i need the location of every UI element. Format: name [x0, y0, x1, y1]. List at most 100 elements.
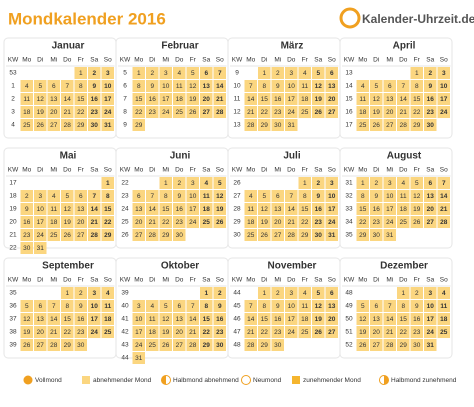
- day-number: 15: [400, 316, 408, 323]
- day-cell: [74, 80, 87, 92]
- day-cell: [397, 203, 410, 215]
- day-cell: [213, 326, 226, 338]
- day-number: 26: [373, 122, 381, 129]
- day-number: 28: [400, 122, 408, 129]
- day-number: 3: [289, 70, 293, 77]
- day-number: 29: [77, 122, 85, 129]
- month-name: Mai: [60, 151, 77, 162]
- legend-label: abnehmender Mond: [93, 377, 152, 384]
- day-number: 5: [218, 180, 222, 187]
- day-number: 23: [274, 109, 282, 116]
- day-cell: [356, 80, 369, 92]
- day-cell: [159, 326, 172, 338]
- day-number: 16: [413, 316, 421, 323]
- day-number: 8: [303, 193, 307, 200]
- day-number: 11: [440, 303, 447, 310]
- day-cell: [271, 106, 284, 118]
- day-cell: [325, 229, 338, 241]
- day-number: 25: [247, 232, 255, 239]
- weekday-header: Fr: [190, 57, 197, 64]
- day-number: 17: [104, 96, 112, 103]
- day-number: 8: [106, 193, 110, 200]
- day-cell: [74, 287, 87, 299]
- day-number: 30: [315, 232, 323, 239]
- day-number: 14: [189, 316, 197, 323]
- day-number: 12: [315, 83, 323, 90]
- day-number: 5: [164, 303, 168, 310]
- day-number: 23: [274, 329, 282, 336]
- weekday-header: Di: [149, 167, 155, 174]
- day-cell: [74, 67, 87, 79]
- weekday-header: Do: [63, 277, 72, 284]
- day-cell: [410, 177, 423, 189]
- day-number: 22: [162, 219, 170, 226]
- day-cell: [34, 203, 47, 215]
- weekday-header: Do: [399, 167, 408, 174]
- day-cell: [285, 80, 298, 92]
- day-number: 18: [50, 219, 58, 226]
- day-number: 30: [216, 342, 224, 349]
- weekday-header: So: [440, 57, 448, 64]
- day-cell: [410, 203, 423, 215]
- day-number: 22: [359, 219, 367, 226]
- weekday-header: Di: [373, 277, 379, 284]
- day-cell: [370, 80, 383, 92]
- day-cell: [47, 300, 60, 312]
- day-cell: [312, 229, 325, 241]
- weekday-header: So: [104, 167, 112, 174]
- day-number: 8: [262, 83, 266, 90]
- day-cell: [424, 119, 437, 131]
- weekday-header: KW: [344, 167, 355, 174]
- weekday-header: Di: [149, 57, 155, 64]
- day-cell: [132, 93, 145, 105]
- day-number: 25: [104, 329, 112, 336]
- day-cell: [213, 67, 226, 79]
- day-number: 21: [216, 96, 224, 103]
- week-number: 15: [345, 96, 353, 103]
- week-number: 35: [9, 290, 17, 297]
- week-number: 18: [9, 193, 17, 200]
- day-number: 21: [64, 109, 72, 116]
- day-cell: [383, 119, 396, 131]
- day-number: 20: [135, 219, 143, 226]
- day-cell: [424, 190, 437, 202]
- day-number: 25: [440, 329, 448, 336]
- day-number: 19: [162, 329, 170, 336]
- day-cell: [383, 93, 396, 105]
- day-cell: [258, 300, 271, 312]
- day-number: 3: [164, 70, 168, 77]
- day-number: 4: [303, 290, 307, 297]
- day-cell: [370, 177, 383, 189]
- day-number: 24: [189, 219, 197, 226]
- day-cell: [47, 216, 60, 228]
- day-number: 19: [373, 109, 381, 116]
- day-cell: [258, 216, 271, 228]
- day-cell: [173, 80, 186, 92]
- day-number: 24: [440, 109, 448, 116]
- day-cell: [20, 203, 33, 215]
- day-number: 18: [400, 206, 408, 213]
- day-number: 8: [415, 83, 419, 90]
- day-number: 7: [249, 303, 253, 310]
- weekday-header: Di: [373, 57, 379, 64]
- day-cell: [101, 67, 114, 79]
- day-number: 9: [276, 83, 280, 90]
- day-cell: [383, 216, 396, 228]
- day-cell: [186, 339, 199, 351]
- day-number: 14: [216, 83, 224, 90]
- week-number: 25: [121, 219, 129, 226]
- day-cell: [370, 93, 383, 105]
- day-number: 16: [23, 219, 31, 226]
- day-number: 1: [65, 290, 69, 297]
- day-number: 20: [50, 109, 58, 116]
- day-number: 21: [386, 329, 394, 336]
- week-number: 27: [233, 193, 241, 200]
- day-cell: [356, 93, 369, 105]
- week-number: 45: [233, 303, 241, 310]
- day-number: 3: [289, 290, 293, 297]
- day-cell: [298, 300, 311, 312]
- day-number: 9: [79, 303, 83, 310]
- day-cell: [61, 93, 74, 105]
- day-cell: [20, 326, 33, 338]
